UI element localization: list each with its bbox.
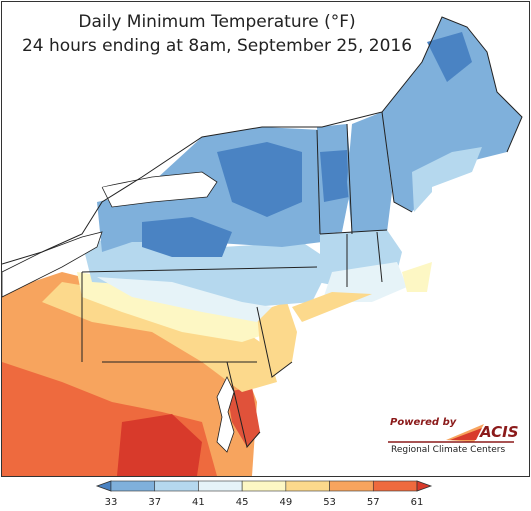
legend-swatch bbox=[372, 480, 418, 492]
zone-sne-coast bbox=[322, 262, 407, 302]
zone-me-cold bbox=[427, 32, 472, 82]
legend-swatch bbox=[329, 480, 374, 492]
zone-me bbox=[382, 17, 522, 212]
map-title-line-2: 24 hours ending at 8am, September 25, 20… bbox=[21, 36, 413, 56]
legend-tick-label: 37 bbox=[148, 497, 162, 508]
legend-swatch bbox=[198, 480, 243, 492]
zone-vt-cold bbox=[320, 150, 349, 202]
legend-tick-label: 57 bbox=[366, 497, 380, 508]
logo-powered-by: Powered by bbox=[390, 417, 457, 428]
zone-longisland bbox=[292, 292, 372, 322]
zone-nh bbox=[347, 112, 392, 234]
legend-tick-label: 45 bbox=[235, 497, 249, 508]
legend-swatch bbox=[241, 480, 287, 492]
legend-tick-label: 41 bbox=[192, 497, 205, 508]
legend-tick-label: 53 bbox=[323, 497, 336, 508]
legend-high-arrow bbox=[416, 480, 433, 492]
legend-colorbar bbox=[95, 480, 433, 492]
state-borders bbox=[2, 16, 523, 449]
canada-upper bbox=[2, 2, 382, 264]
legend-tick-label: 61 bbox=[410, 497, 424, 508]
legend-low-arrow bbox=[95, 480, 112, 492]
lake-ontario bbox=[101, 171, 218, 208]
chesapeake-bay bbox=[216, 376, 235, 453]
ocean-east bbox=[260, 142, 529, 476]
zone-nj bbox=[257, 302, 297, 377]
legend-swatch bbox=[154, 480, 199, 492]
zone-palest-band bbox=[97, 277, 272, 322]
zone-yellow-pa bbox=[42, 282, 277, 392]
zone-hot-delmarva bbox=[227, 387, 260, 447]
map-frame: Daily Minimum Temperature (°F) 24 hours … bbox=[1, 1, 530, 477]
map-title-line-1: Daily Minimum Temperature (°F) bbox=[78, 12, 356, 32]
logo-acis-name: ACIS bbox=[480, 423, 519, 441]
legend-swatch bbox=[285, 480, 330, 492]
legend-tick-label: 49 bbox=[279, 497, 293, 508]
zone-adirondack bbox=[217, 142, 302, 217]
temperature-map bbox=[2, 2, 529, 476]
legend-tick-label: 33 bbox=[104, 497, 118, 508]
color-legend: 33 37 41 45 49 53 57 61 bbox=[0, 478, 531, 511]
zone-lightblue-band bbox=[82, 237, 332, 307]
zone-me-coast bbox=[412, 147, 482, 212]
zone-hottest-va bbox=[117, 414, 202, 476]
zone-ny-central bbox=[142, 217, 232, 257]
lake-erie bbox=[2, 231, 103, 298]
logo-subtitle: Regional Climate Centers bbox=[391, 445, 506, 455]
zone-cape bbox=[402, 262, 432, 292]
legend-swatch bbox=[110, 480, 156, 492]
acis-logo bbox=[388, 424, 514, 443]
